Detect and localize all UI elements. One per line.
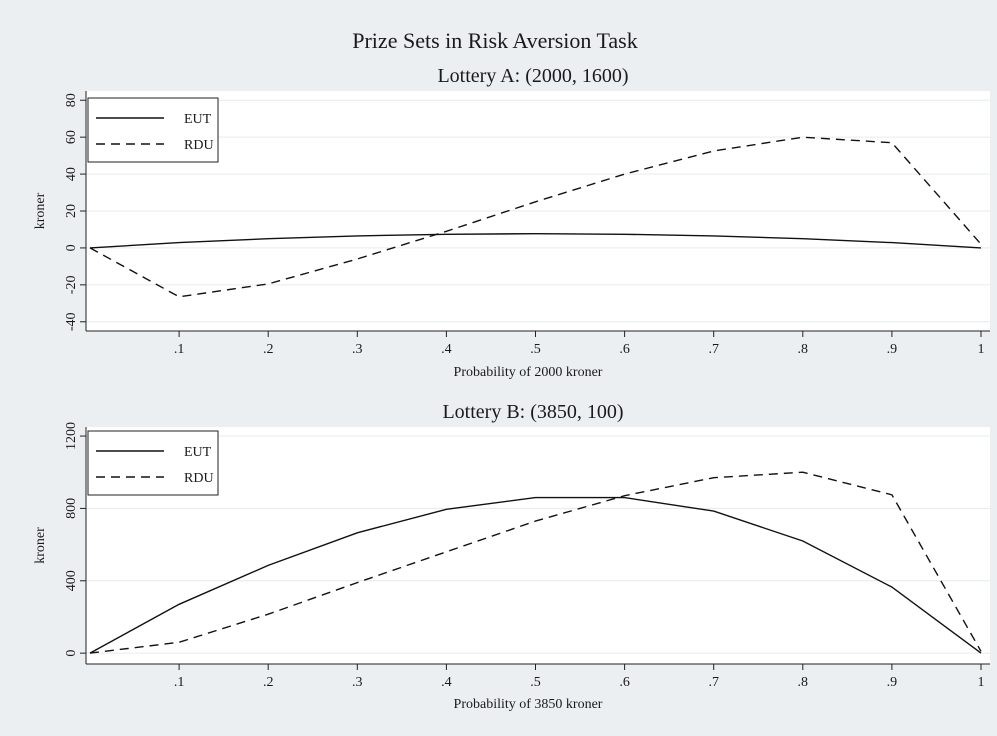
x-tick-label: .7 — [708, 342, 719, 357]
x-tick-label: .1 — [174, 675, 185, 690]
y-tick-label: 1200 — [64, 422, 79, 450]
legend: EUT RDU — [88, 431, 218, 495]
plot-area — [86, 427, 990, 664]
y-tick-label: 40 — [64, 167, 79, 181]
x-tick-label: .9 — [887, 342, 898, 357]
y-tick-label: 0 — [64, 650, 79, 657]
legend-label-eut: EUT — [184, 112, 212, 127]
x-tick-label: .2 — [263, 342, 274, 357]
legend-label-eut: EUT — [184, 445, 212, 460]
panel-lottery-b: Lottery B: (3850, 100) 0 400 800 1200 kroner.… — [33, 401, 990, 712]
x-tick-label: .2 — [263, 675, 274, 690]
x-tick-label: .7 — [708, 675, 719, 690]
panel-title: Lottery A: (2000, 1600) — [437, 65, 628, 87]
figure-title: Prize Sets in Risk Aversion Task — [352, 28, 637, 53]
x-tick-label: .3 — [352, 675, 363, 690]
x-axis-title: Probability of 2000 kroner — [454, 365, 603, 380]
legend-label-rdu: RDU — [184, 138, 214, 153]
x-tick-label: 1 — [978, 342, 985, 357]
y-tick-label: 400 — [64, 570, 79, 591]
x-tick-label: .3 — [352, 342, 363, 357]
x-tick-label: .1 — [174, 342, 185, 357]
y-tick-label: 20 — [64, 204, 79, 218]
x-tick-label: .6 — [619, 675, 630, 690]
panel-lottery-a: Lottery A: (2000, 1600) -40 -20 0 20 40 60 80 kr… — [33, 65, 990, 380]
x-tick-label: .4 — [441, 342, 452, 357]
x-axis-title: Probability of 3850 kroner — [454, 697, 603, 712]
y-tick-label: 800 — [64, 498, 79, 519]
y-tick-label: -40 — [64, 312, 79, 331]
x-tick-label: .4 — [441, 675, 452, 690]
y-tick-label: -20 — [64, 276, 79, 295]
x-tick-label: .6 — [619, 342, 630, 357]
panel-title: Lottery B: (3850, 100) — [442, 401, 623, 423]
y-tick-label: 60 — [64, 130, 79, 144]
x-tick-label: .5 — [530, 675, 541, 690]
x-tick-label: 1 — [978, 675, 985, 690]
legend: EUT RDU — [88, 98, 218, 162]
x-tick-label: .5 — [530, 342, 541, 357]
x-tick-label: .9 — [887, 675, 898, 690]
x-tick-label: .8 — [798, 675, 809, 690]
x-tick-label: .8 — [798, 342, 809, 357]
y-tick-label: 0 — [64, 244, 79, 251]
y-tick-label: 80 — [64, 93, 79, 107]
y-axis-title: kroner — [33, 192, 48, 229]
y-axis-title: kroner — [33, 527, 48, 564]
legend-label-rdu: RDU — [184, 471, 214, 486]
